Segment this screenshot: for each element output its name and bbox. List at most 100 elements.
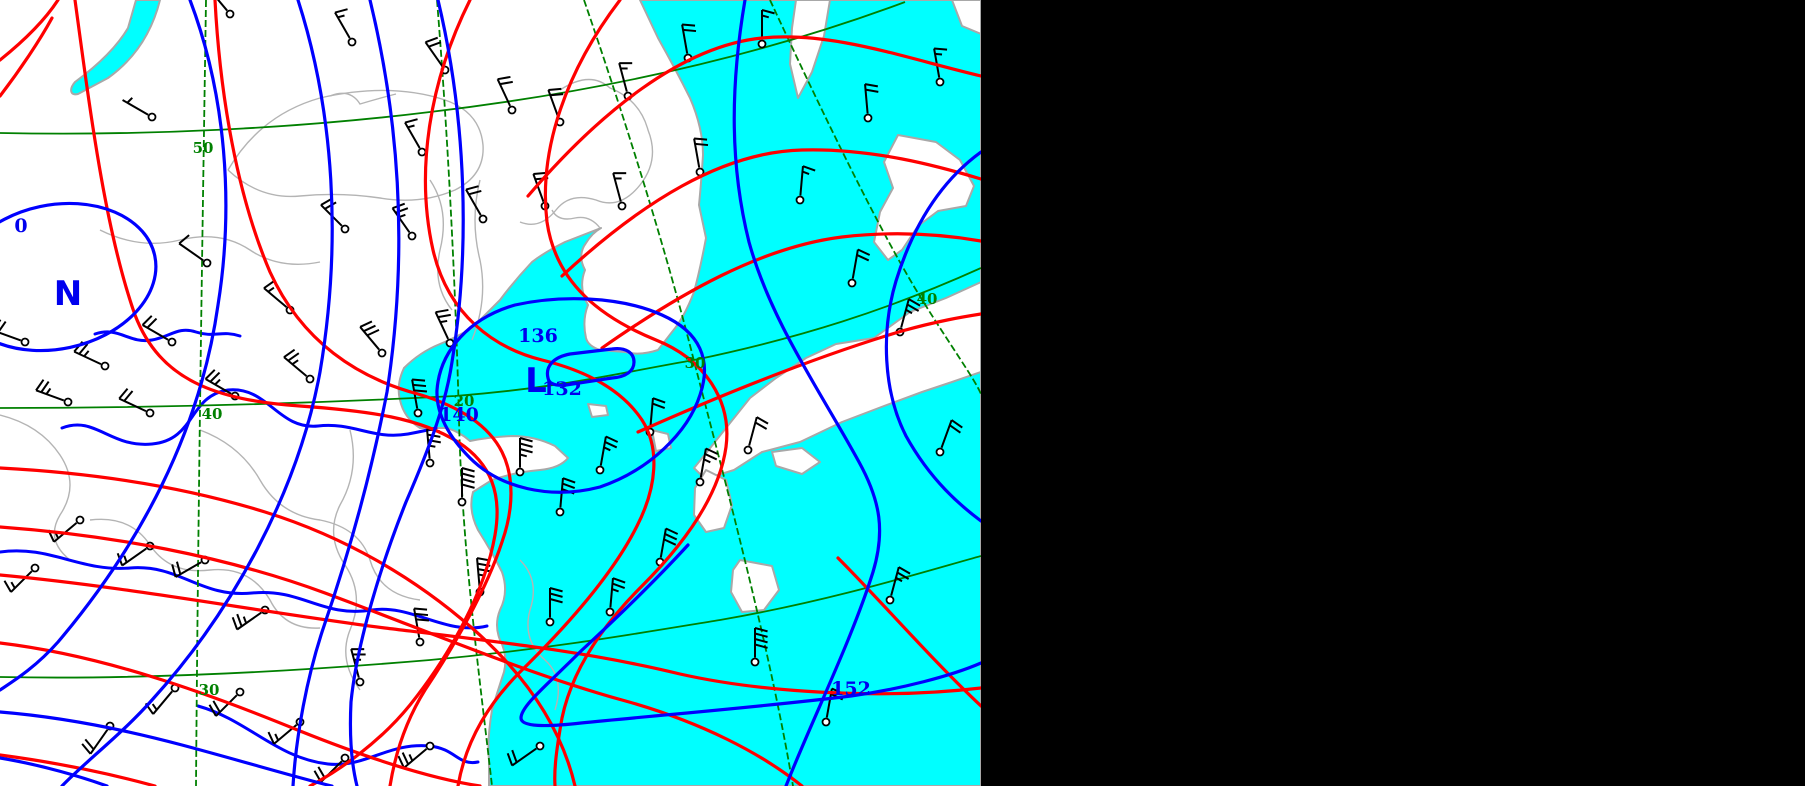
barb-half-tick [123,555,128,563]
barb-tick [363,324,376,333]
barb-tick [612,582,626,589]
isoline-red [836,556,981,708]
barb-tick [663,538,677,546]
barb-tick [761,9,775,15]
barb-station-circle [515,467,525,477]
map-label: 136 [518,325,558,347]
isoline-blue [545,347,636,387]
barb-tick [413,389,428,393]
barb-station-circle [935,447,945,457]
barb-tick [550,93,564,97]
barb-station-circle [795,195,805,205]
barb-tick [209,371,221,383]
barb-staff [799,166,804,196]
barb-staff [215,694,238,717]
barb-station-circle [545,617,555,627]
wind-barb-icon [359,320,387,358]
barb-station-circle [417,147,427,157]
river [93,328,242,343]
land-layer [587,0,981,613]
wind-barb-icon [496,75,517,115]
map-label: L [525,361,547,401]
barb-half-tick [267,286,275,293]
barb-tick [756,416,769,425]
barb-layer [0,0,963,783]
barb-staff [391,207,411,233]
barb-station-circle [885,595,895,605]
barb-tick [754,638,768,644]
wind-barb-icon [178,234,212,268]
barb-station-circle [617,201,627,211]
barb-tick [397,755,405,769]
wind-barb-icon [795,165,816,205]
barb-tick [263,279,276,289]
barb-tick [951,419,963,429]
barb-tick [934,47,948,51]
barb-tick [906,303,920,312]
barb-half-tick [214,378,221,386]
barb-station-circle [145,408,155,418]
barb-staff [175,561,202,578]
barb-staff [178,242,204,262]
barb-tick [802,165,816,172]
river [196,704,480,766]
isoline-red [0,0,60,62]
barb-tick [549,587,563,593]
barb-half-tick [934,52,943,56]
barb-tick [468,189,482,196]
barb-staff [334,12,351,39]
isoline-red [0,525,804,786]
wind-barb-icon [757,9,775,49]
barb-tick [78,343,89,355]
barb-tick [562,482,576,489]
barb-station-circle [225,9,235,19]
barb-station-circle [63,397,73,407]
isoline-red [526,35,981,198]
barb-station-circle [743,445,753,455]
barb-tick [267,731,275,745]
isoline-blue [0,0,228,692]
region-border [519,78,654,225]
isoline-red [560,148,981,278]
barb-tick [461,478,475,484]
barb-tick [499,80,513,86]
barb-half-tick [407,124,415,129]
barb-station-circle [305,374,315,384]
isoline-blue-layer [0,0,981,786]
barb-station-circle [757,39,767,49]
barb-tick [236,613,243,627]
barb-tick [287,352,300,362]
barb-station-circle [147,112,157,122]
barb-staff [142,324,169,341]
isoline-blue [435,297,707,494]
island-area [693,469,733,533]
wind-barb-icon [457,467,475,507]
barb-tick [171,564,177,578]
barb-station-circle [695,477,705,487]
map-panel: 0 N 136 L 132 140 152 50 40 30 20 30 40 [0,0,981,786]
barb-tick [682,28,697,33]
barb-tick [461,472,475,478]
barb-tick [864,83,879,88]
region-border [227,89,484,201]
barb-tick [146,317,158,329]
barb-tick [461,483,475,489]
map-label: 140 [439,404,479,426]
barb-tick [652,397,666,404]
barb-staff [476,558,481,588]
barb-tick [40,381,50,393]
map-label: 50 [193,139,214,157]
barb-half-tick [611,588,619,593]
barb-tick [414,612,429,617]
isoline-blue [348,0,465,786]
barb-tick [612,577,626,584]
barb-tick [231,616,239,630]
isoline-red [636,312,981,434]
barb-half-tick [802,170,810,175]
barb-staff [900,298,910,328]
barb-tick [404,118,418,124]
barb-tick [35,379,45,391]
isoline-blue [732,0,882,786]
isoline-blue-closed [0,201,158,353]
wind-barb-icon [118,388,155,418]
